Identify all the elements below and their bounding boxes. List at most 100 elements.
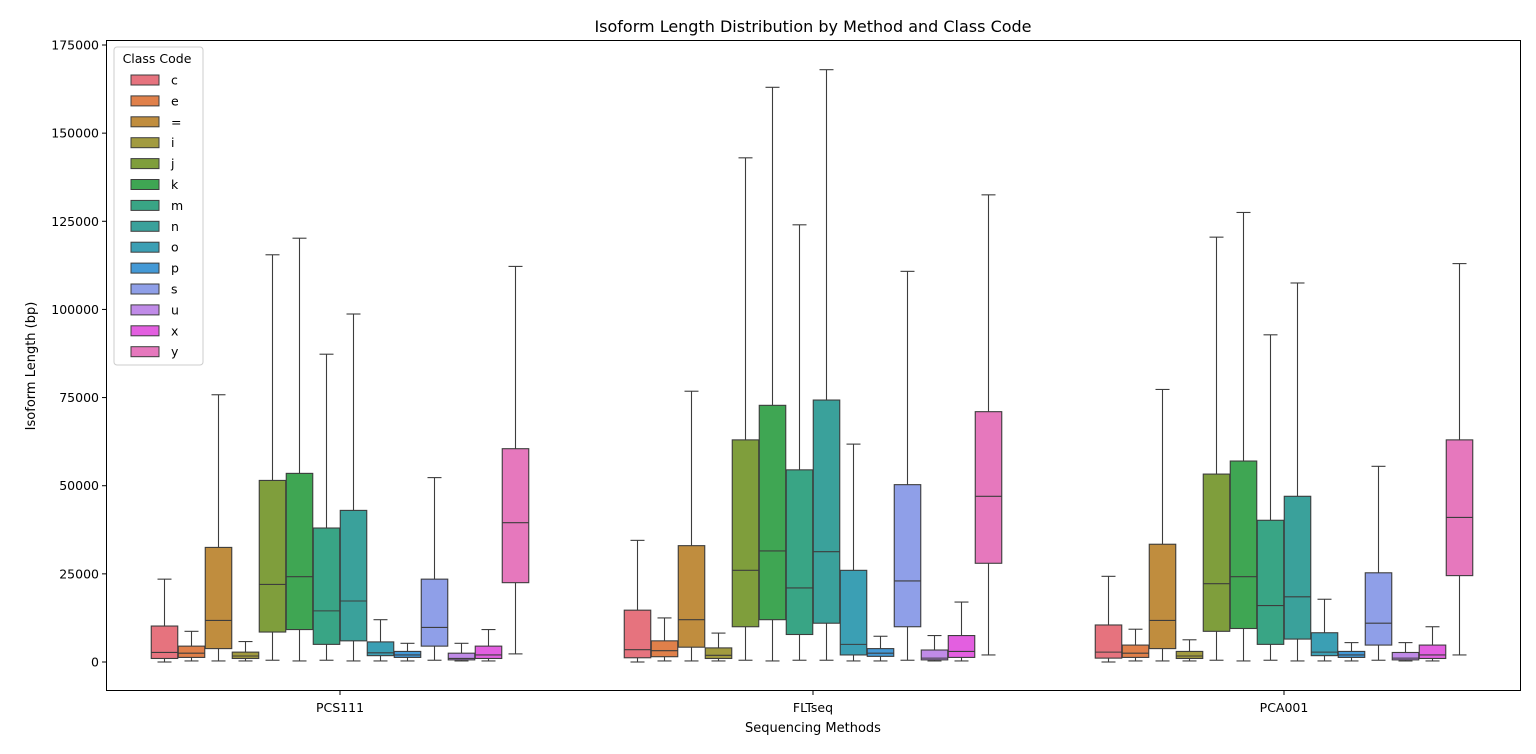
box-body (893, 484, 922, 628)
legend-label-n: n (171, 219, 179, 234)
box-i-pcs111 (231, 641, 260, 662)
box-body (474, 645, 503, 660)
box-c-pca001 (1094, 575, 1123, 663)
box-e-pca001 (1121, 628, 1150, 662)
box-m-pcs111 (312, 353, 341, 661)
box-k-pcs111 (285, 237, 314, 662)
box-body (1310, 632, 1339, 657)
box-body (1175, 650, 1204, 660)
legend-swatch-j (130, 158, 160, 170)
y-tick-label: 75000 (59, 390, 99, 405)
box-u-pca001 (1391, 642, 1420, 662)
box-n-fltseq (812, 69, 841, 661)
box-body (1202, 473, 1231, 632)
box-body (420, 578, 449, 647)
y-axis-label: Isoform Length (bp) (24, 302, 39, 431)
box-y-pcs111 (501, 265, 530, 655)
legend-label-u: u (171, 302, 179, 317)
legend-label-m: m (171, 198, 183, 213)
legend-swatch-n (130, 220, 160, 232)
box-body (1256, 519, 1285, 645)
box-o-fltseq (839, 443, 868, 662)
box-body (650, 640, 679, 658)
x-tick-label: FLTseq (793, 700, 833, 715)
box-j-pcs111 (258, 254, 287, 661)
box-x-pcs111 (474, 629, 503, 662)
legend-swatch-o (130, 241, 160, 253)
box-n-pcs111 (339, 313, 368, 662)
legend-swatch-s (130, 283, 160, 295)
box-x-pca001 (1418, 626, 1447, 662)
legend-swatch-k (130, 179, 160, 190)
x-tick-label: PCA001 (1260, 700, 1309, 715)
box-j-pca001 (1202, 236, 1231, 661)
box-body (1148, 543, 1177, 650)
box-body (204, 546, 233, 650)
box-body (150, 625, 179, 660)
legend-title: Class Code (123, 51, 192, 66)
box-x-fltseq (947, 601, 976, 662)
legend-label-j: j (170, 156, 174, 171)
box-=-fltseq (677, 390, 706, 662)
box-k-pca001 (1229, 211, 1258, 662)
legend-label-i: i (171, 135, 174, 150)
box-body (1121, 644, 1150, 658)
box-body (366, 641, 395, 657)
legend-label-p: p (171, 261, 179, 276)
box-body (758, 404, 787, 621)
box-p-pca001 (1337, 642, 1366, 662)
box-body (1418, 644, 1447, 660)
box-body (839, 569, 868, 656)
box-body (812, 399, 841, 624)
box-body (339, 509, 368, 642)
legend-swatch-c (130, 74, 160, 86)
box-p-pcs111 (393, 642, 422, 662)
legend-swatch-m (130, 199, 160, 211)
y-tick-label: 100000 (51, 302, 99, 317)
box-body (231, 651, 260, 660)
box-body (623, 609, 652, 659)
box-e-fltseq (650, 617, 679, 662)
box-body (974, 411, 1003, 564)
box-body (312, 527, 341, 645)
box-body (501, 448, 530, 584)
x-tick-label: PCS111 (316, 700, 364, 715)
y-axis: 0 25000 50000 75000 100000 125000 150000 175000 (51, 38, 107, 670)
box-s-fltseq (893, 270, 922, 661)
y-tick-label: 25000 (59, 566, 99, 581)
x-axis: PCS111 FLTseq PCA001 (316, 690, 1308, 715)
y-tick-label: 50000 (59, 478, 99, 493)
box-s-pcs111 (420, 477, 449, 661)
box-i-fltseq (704, 632, 733, 662)
legend-swatch-y (130, 346, 160, 358)
box-body (704, 647, 733, 660)
box-j-fltseq (731, 157, 760, 661)
box-body (1445, 439, 1474, 577)
y-tick-label: 150000 (51, 126, 99, 141)
legend-swatch-= (130, 116, 160, 128)
box-body (866, 648, 895, 657)
box-body (285, 472, 314, 631)
box-c-pcs111 (150, 578, 179, 663)
box-body (1283, 495, 1312, 640)
box-body (1094, 624, 1123, 659)
box-body (1391, 651, 1420, 661)
box-body (731, 439, 760, 628)
box-body (947, 635, 976, 658)
box-k-fltseq (758, 86, 787, 662)
y-tick-label: 125000 (51, 214, 99, 229)
box-s-pca001 (1364, 465, 1393, 661)
plot-area (150, 69, 1474, 663)
box-=-pcs111 (204, 394, 233, 662)
legend-swatch-i (130, 137, 160, 149)
legend-label-k: k (171, 177, 179, 192)
box-o-pcs111 (366, 619, 395, 662)
box-u-fltseq (920, 635, 949, 662)
box-m-pca001 (1256, 334, 1285, 661)
box-=-pca001 (1148, 388, 1177, 662)
y-tick-label: 0 (91, 655, 99, 670)
legend-swatch-u (130, 304, 160, 316)
legend-label-s: s (171, 282, 178, 297)
